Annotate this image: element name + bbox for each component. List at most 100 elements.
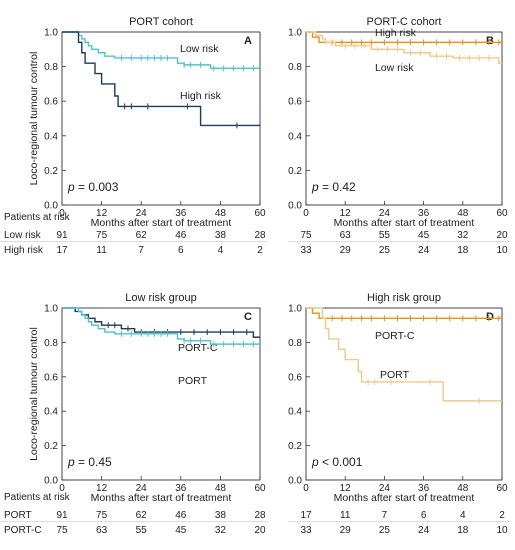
risk-count: 17 [56,245,68,256]
risk-count: 2 [257,245,263,256]
risk-count: 45 [418,230,430,241]
x-tick-label: 12 [96,483,108,494]
risk-row-label: PORT [4,510,32,521]
risk-count: 32 [457,230,469,241]
y-tick-label: 0.8 [288,338,302,349]
y-tick-label: 0.4 [288,407,302,418]
y-tick-label: 0.2 [44,166,58,177]
x-tick-label: 0 [59,208,65,219]
y-tick-label: 0.6 [44,97,58,108]
y-tick-label: 0.2 [288,441,302,452]
risk-count: 63 [96,525,108,536]
y-tick-label: 0.4 [44,407,58,418]
p-value: p < 0.001 [311,455,363,469]
y-tick-label: 0.4 [44,131,58,142]
series-label: High risk [180,90,222,102]
risk-count: 75 [56,525,68,536]
risk-count: 29 [340,245,352,256]
risk-count: 4 [460,510,466,521]
y-tick-label: 1.0 [44,304,58,315]
risk-count: 20 [496,230,508,241]
x-tick-label: 48 [215,483,227,494]
series-line-port [306,307,502,402]
risk-count: 10 [496,245,508,256]
series-label: Low risk [375,62,414,74]
x-tick-label: 36 [418,208,430,219]
risk-count: 29 [340,525,352,536]
series-label: High risk [375,27,417,39]
x-axis-label: Months after start of treatment [334,492,475,504]
plot-frame [61,307,261,481]
x-tick-label: 12 [340,208,352,219]
x-tick-label: 60 [496,483,508,494]
series-line-high-risk [62,31,260,127]
x-tick-label: 48 [457,483,469,494]
x-tick-label: 24 [136,208,148,219]
risk-row-label: Low risk [4,230,42,241]
risk-count: 7 [138,245,144,256]
y-tick-label: 0.0 [44,201,58,212]
x-tick-label: 60 [254,208,266,219]
risk-count: 25 [379,245,391,256]
x-tick-label: 36 [175,483,187,494]
p-value-text: = 0.45 [78,455,112,469]
p-symbol: p [311,455,322,469]
panel-letter: B [486,35,494,47]
risk-count: 38 [215,510,227,521]
x-tick-label: 48 [215,208,227,219]
p-value-text: < 0.001 [322,455,363,469]
p-value: p = 0.45 [67,455,112,469]
plot-frame [305,307,503,481]
risk-count: 4 [218,245,224,256]
risk-count: 55 [379,230,391,241]
series-label: PORT [380,369,410,381]
risk-count: 45 [175,525,187,536]
risk-count: 25 [379,525,391,536]
x-tick-label: 24 [136,483,148,494]
y-tick-label: 0.8 [288,62,302,73]
risk-count: 17 [300,510,312,521]
series-label: Low risk [180,43,219,55]
x-tick-label: 0 [303,208,309,219]
x-tick-label: 12 [340,483,352,494]
panel-title: PORT cohort [129,16,193,28]
x-axis-label: Months after start of treatment [334,217,475,229]
y-tick-label: 0.2 [288,166,302,177]
risk-count: 62 [136,510,148,521]
risk-count: 28 [254,230,266,241]
x-axis-label: Months after start of treatment [91,217,232,229]
risk-count: 75 [96,510,108,521]
risk-count: 38 [215,230,227,241]
risk-count: 11 [340,510,351,521]
p-symbol: p [67,180,78,194]
p-value: p = 0.003 [67,180,119,194]
y-tick-label: 0.2 [44,441,58,452]
risk-count: 28 [254,510,266,521]
p-symbol: p [311,180,322,194]
y-tick-label: 0.6 [288,372,302,383]
risk-count: 32 [215,525,227,536]
x-tick-label: 0 [303,483,309,494]
y-tick-label: 0.6 [44,372,58,383]
series-label: PORT-C [375,330,415,342]
panel-letter: D [486,311,494,323]
risk-count: 33 [300,245,312,256]
risk-count: 2 [499,510,505,521]
panel-title: Low risk group [125,292,197,304]
panel-letter: A [244,35,252,47]
y-axis-label: Loco-regional tumour control [28,52,40,186]
risk-count: 18 [457,245,469,256]
y-tick-label: 0.6 [288,97,302,108]
panel-title: High risk group [367,292,441,304]
x-tick-label: 0 [59,483,65,494]
p-value: p = 0.42 [311,180,356,194]
risk-count: 24 [418,525,430,536]
risk-count: 55 [136,525,148,536]
series-label: PORT-C [178,342,218,354]
risk-row-label: High risk [4,245,44,256]
risk-count: 24 [418,245,430,256]
p-value-text: = 0.42 [322,180,356,194]
series-line-low-risk [306,31,502,64]
y-tick-label: 0.4 [288,131,302,142]
